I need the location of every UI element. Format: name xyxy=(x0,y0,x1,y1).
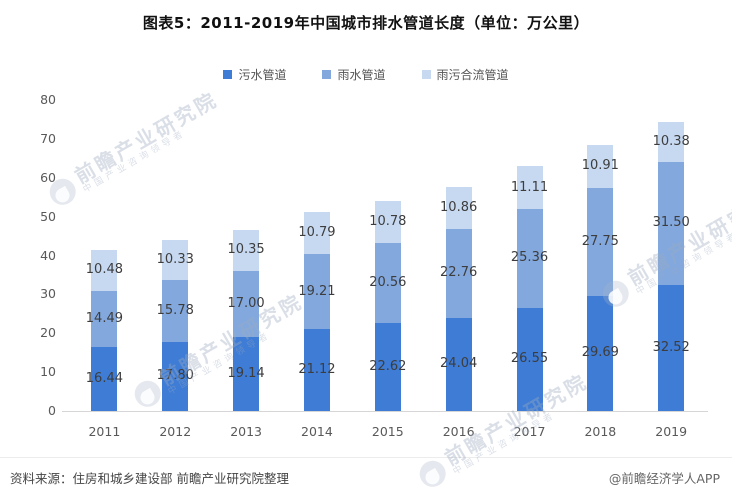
legend-swatch xyxy=(322,70,332,79)
bar-value-label: 27.75 xyxy=(581,233,619,249)
bar-segment xyxy=(303,254,330,329)
footer-divider xyxy=(0,457,732,458)
bar-value-label: 11.11 xyxy=(510,179,549,195)
x-axis-label: 2014 xyxy=(301,424,333,439)
bar-segment xyxy=(658,284,685,411)
y-tick-label: 10 xyxy=(40,364,56,380)
bar-segment xyxy=(91,250,118,291)
x-axis-baseline xyxy=(62,411,708,412)
y-tick-label: 50 xyxy=(40,208,56,224)
bar-value-label: 19.21 xyxy=(298,283,336,299)
x-axis-label: 2015 xyxy=(371,424,404,439)
bar-segment xyxy=(587,295,614,411)
bar-value-label: 25.36 xyxy=(510,250,549,266)
watermark: 前瞻产业研究院 中国产业咨询领导者 xyxy=(43,87,226,212)
watermark-text: 前瞻产业研究院 xyxy=(70,87,223,189)
y-tick-label: 70 xyxy=(40,130,56,146)
x-axis-label: 2013 xyxy=(230,424,262,439)
bar-value-label: 15.78 xyxy=(156,303,194,319)
bar-value-label: 19.14 xyxy=(227,365,265,381)
bar-value-label: 22.76 xyxy=(440,265,478,281)
bar-value-label: 22.62 xyxy=(369,359,407,375)
x-axis-label: 2019 xyxy=(655,424,688,439)
source-text: 资料来源：住房和城乡建设部 前瞻产业研究院整理 xyxy=(10,471,289,486)
chart-title: 图表5：2011-2019年中国城市排水管道长度（单位：万公里） xyxy=(142,14,590,32)
bar-segment xyxy=(91,347,118,411)
legend-label: 污水管道 xyxy=(238,68,287,82)
bar-value-label: 14.49 xyxy=(85,310,123,326)
bar-value-label: 16.44 xyxy=(85,371,123,387)
bar-segment xyxy=(587,145,614,188)
bar-segment xyxy=(445,317,472,411)
bar-value-label: 10.78 xyxy=(369,214,407,230)
legend-swatch xyxy=(421,70,431,79)
bar-value-label: 10.38 xyxy=(652,133,690,149)
legend-item[interactable]: 污水管道 xyxy=(223,66,286,83)
legend-label: 雨水管道 xyxy=(337,68,386,82)
bar-value-label: 26.55 xyxy=(510,351,549,367)
legend-item[interactable]: 雨污合流管道 xyxy=(421,66,509,83)
y-tick-label: 80 xyxy=(40,92,56,107)
bar-segment xyxy=(516,307,543,411)
bar-value-label: 29.69 xyxy=(581,345,619,361)
y-tick-label: 60 xyxy=(40,169,56,185)
bar-value-label: 10.35 xyxy=(227,242,265,258)
bar-segment xyxy=(233,270,260,337)
y-tick-label: 20 xyxy=(40,325,56,341)
bar-segment xyxy=(516,166,543,210)
watermark-subtext: 中国产业咨询领导者 xyxy=(81,128,189,196)
bar-segment xyxy=(587,187,614,296)
legend: 污水管道 雨水管道 雨污合流管道 xyxy=(0,66,732,83)
bar-segment xyxy=(91,290,118,348)
bar-value-label: 10.91 xyxy=(581,158,619,174)
bar-segment xyxy=(445,229,472,318)
bar-segment xyxy=(374,323,401,411)
bar-segment xyxy=(445,186,472,230)
y-tick-label: 30 xyxy=(40,286,56,302)
bar-value-label: 10.33 xyxy=(156,252,194,268)
bar-segment xyxy=(303,328,330,411)
bar-value-label: 17.80 xyxy=(156,368,194,384)
bar-segment xyxy=(658,121,685,163)
bar-value-label: 20.56 xyxy=(369,275,407,291)
bar-value-label: 10.48 xyxy=(85,262,123,278)
bar-value-label: 10.79 xyxy=(298,225,336,241)
bar-segment xyxy=(233,336,260,411)
x-axis-label: 2011 xyxy=(88,424,121,439)
y-tick-label: 0 xyxy=(48,403,56,418)
bar-value-label: 17.00 xyxy=(227,295,265,311)
qianzhan-logo-icon xyxy=(414,455,451,492)
bar-segment xyxy=(374,201,401,244)
bar-value-label: 10.86 xyxy=(440,199,478,215)
bar-segment xyxy=(303,212,330,255)
x-axis-label: 2017 xyxy=(513,424,546,439)
legend-swatch xyxy=(223,70,233,79)
legend-item[interactable]: 雨水管道 xyxy=(322,66,386,83)
bar-segment xyxy=(374,243,401,324)
bar-segment xyxy=(658,162,685,285)
bar-value-label: 21.12 xyxy=(298,361,336,377)
y-tick-label: 40 xyxy=(40,247,56,263)
x-axis-label: 2018 xyxy=(584,424,617,439)
credit-text: @前瞻经济学人APP xyxy=(608,471,720,486)
x-axis-label: 2012 xyxy=(159,424,192,439)
bar-value-label: 31.50 xyxy=(652,215,690,231)
bar-value-label: 24.04 xyxy=(440,356,478,372)
bar-segment xyxy=(516,209,543,308)
bar-segment xyxy=(162,240,189,281)
bar-value-label: 32.52 xyxy=(652,339,690,355)
x-axis-label: 2016 xyxy=(442,424,475,439)
bar-segment xyxy=(162,341,189,411)
legend-label: 雨污合流管道 xyxy=(436,68,509,82)
bar-segment xyxy=(233,230,260,271)
bar-segment xyxy=(162,280,189,342)
